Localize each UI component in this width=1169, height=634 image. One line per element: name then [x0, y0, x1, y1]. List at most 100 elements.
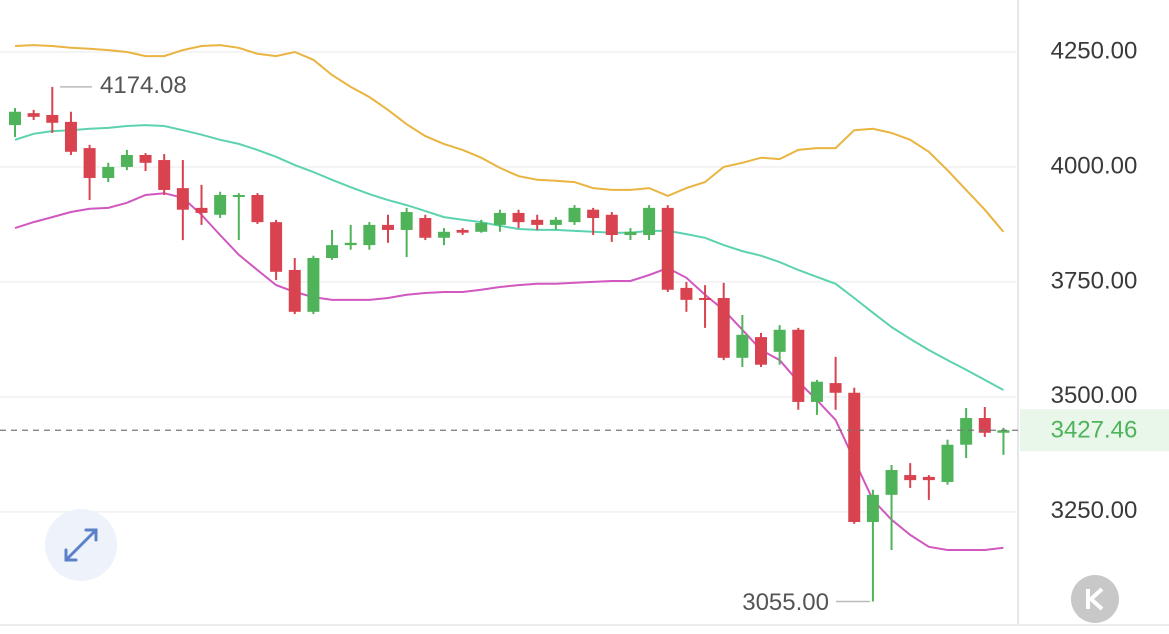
candle-body	[885, 470, 898, 495]
candle-body	[755, 337, 767, 365]
candle	[736, 315, 749, 367]
candle	[978, 407, 991, 437]
candle	[568, 205, 581, 225]
candle-body	[904, 475, 917, 481]
candle-body	[922, 476, 935, 481]
candle-body	[456, 229, 469, 233]
candle	[270, 219, 283, 281]
candle-body	[848, 392, 861, 522]
candle	[214, 191, 227, 218]
candle	[624, 228, 637, 241]
candle	[46, 86, 59, 133]
band-line	[14, 44, 1005, 233]
candle-body	[792, 329, 805, 402]
candle	[922, 475, 935, 500]
candle	[512, 209, 525, 229]
candle	[605, 212, 618, 242]
candle-body	[680, 287, 693, 300]
candle	[176, 160, 189, 241]
candle	[549, 217, 562, 230]
k-button[interactable]	[1071, 575, 1119, 623]
candle-body	[493, 212, 506, 225]
candle	[158, 154, 171, 195]
candle-body	[307, 258, 320, 312]
candle-body	[139, 154, 152, 163]
candle	[120, 149, 133, 171]
candle	[139, 153, 152, 172]
candle	[997, 427, 1010, 455]
candle-body	[344, 242, 357, 246]
candle	[419, 214, 432, 241]
candle-body	[475, 223, 488, 232]
candle	[643, 205, 656, 241]
candle	[941, 439, 954, 485]
candle	[27, 109, 40, 121]
candle-body	[176, 188, 189, 210]
candle	[885, 464, 898, 551]
candle-body	[717, 298, 730, 358]
candle-body	[27, 113, 40, 117]
candle	[83, 144, 96, 201]
candle-body	[643, 207, 656, 236]
candle-body	[624, 231, 637, 236]
y-tick-label: 3250.00	[1051, 497, 1138, 524]
candle-body	[736, 334, 749, 358]
candle-body	[810, 381, 823, 402]
candle	[288, 258, 301, 315]
candle	[493, 209, 506, 232]
candle	[810, 379, 823, 415]
plot: 4250.00 4000.00 3750.00 3500.00 3250.00 4174.…	[0, 37, 1169, 616]
candle-body	[232, 194, 245, 197]
candle	[437, 228, 450, 246]
expand-button[interactable]	[45, 509, 117, 581]
y-tick-label: 3750.00	[1051, 267, 1138, 294]
low-marker-label: 3055.00	[742, 589, 829, 616]
candle-body	[326, 245, 339, 259]
candle-body	[419, 217, 432, 238]
candle-body	[531, 219, 544, 225]
candle-body	[773, 329, 786, 352]
candle	[400, 207, 413, 258]
candle	[680, 281, 693, 312]
candle-body	[214, 194, 227, 215]
last-price-box	[1020, 409, 1169, 452]
candle	[456, 228, 469, 236]
candle-body	[400, 212, 413, 230]
candle-body	[605, 214, 618, 236]
candle-body	[64, 121, 77, 152]
candle	[195, 184, 208, 225]
candle	[475, 219, 488, 233]
y-tick-label: 3500.00	[1051, 382, 1138, 409]
candle-body	[437, 231, 450, 238]
candle	[326, 229, 339, 260]
band-line	[14, 124, 1004, 391]
candle-body	[941, 444, 954, 482]
candle	[382, 214, 394, 243]
candle	[363, 222, 376, 250]
candle-body	[46, 114, 59, 123]
candle-body	[158, 160, 171, 190]
candle-body	[978, 418, 991, 433]
candle-body	[587, 209, 600, 218]
candle-body	[699, 298, 712, 301]
y-tick-label: 4250.00	[1051, 37, 1138, 64]
candle-body	[997, 430, 1010, 433]
candle-body	[195, 207, 208, 213]
candle	[251, 193, 264, 224]
candle-body	[829, 383, 842, 393]
candle	[717, 282, 730, 361]
candle-body	[960, 418, 973, 445]
candle-body	[83, 148, 96, 178]
candle-body	[568, 207, 581, 223]
candle-body	[866, 494, 879, 522]
candle	[904, 463, 917, 488]
candle	[9, 108, 21, 138]
candle-body	[512, 212, 525, 223]
candle	[344, 224, 357, 250]
candle	[661, 205, 674, 293]
candle	[960, 407, 973, 459]
candle-body	[120, 154, 133, 167]
candle-body	[363, 224, 376, 246]
